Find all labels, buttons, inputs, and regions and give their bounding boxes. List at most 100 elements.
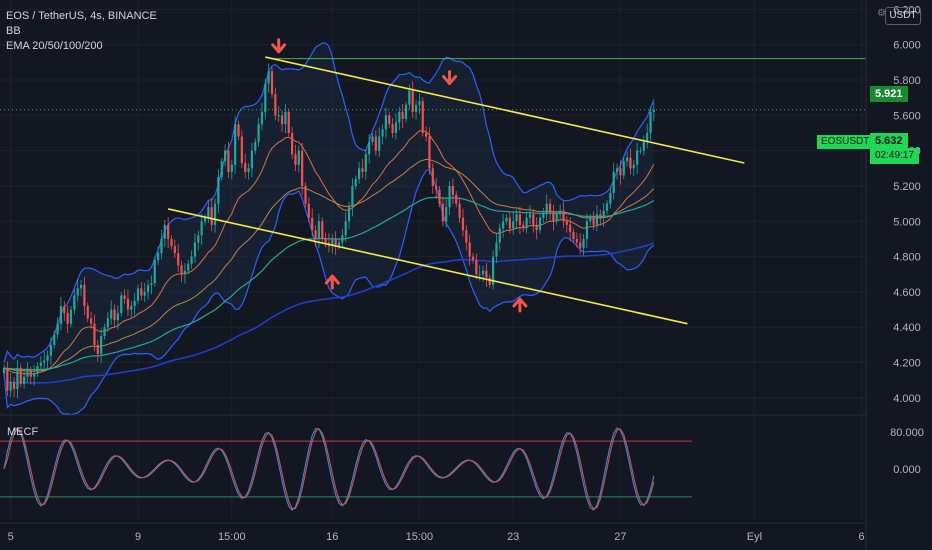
channel-lower-line [167, 208, 688, 325]
candle-body [592, 217, 595, 225]
candle-countdown: 02:49:17 [870, 148, 919, 164]
current-price-tag: 5.632 [870, 133, 908, 149]
candle-body [66, 313, 69, 324]
candle-body [250, 150, 253, 169]
candle-body [381, 129, 384, 137]
candle-body [441, 203, 444, 222]
candle-body [425, 133, 428, 137]
settings-icon[interactable]: ⚙ [877, 8, 886, 19]
candles [2, 63, 655, 399]
candle-body [565, 221, 568, 225]
candle-body [515, 214, 518, 222]
candle-body [59, 306, 63, 324]
candle-body [244, 163, 247, 172]
candle-body [461, 217, 465, 231]
candle-body [304, 185, 307, 204]
candle-body [39, 362, 42, 367]
candle-body [247, 168, 250, 172]
candle-body [83, 284, 86, 307]
candle-body [538, 217, 542, 231]
bb-lower-band [3, 168, 655, 416]
arrow-up [512, 297, 528, 313]
candle-body [63, 306, 66, 314]
candle-body [512, 221, 515, 229]
candle-body [93, 323, 96, 345]
candle-body [331, 238, 334, 247]
candle-body [505, 217, 508, 222]
candle-body [150, 283, 153, 285]
bb-indicator-label[interactable]: BB [6, 25, 21, 37]
candle-body [126, 298, 130, 310]
candle-body [264, 83, 267, 112]
candle-body [485, 270, 488, 278]
candle-body [73, 295, 76, 310]
candle-body [575, 238, 578, 243]
price-tick-label: 5.000 [893, 216, 921, 228]
candle-body [368, 141, 371, 155]
candle-body [337, 242, 341, 247]
ema-indicator-label[interactable]: EMA 20/50/100/200 [6, 40, 103, 52]
candle-body [157, 253, 160, 261]
time-tick-label: 15:00 [218, 531, 246, 543]
candle-body [120, 295, 123, 314]
candle-body [123, 295, 126, 299]
candle-body [347, 207, 351, 222]
candle-body [384, 115, 387, 130]
candle-body [471, 256, 475, 261]
candle-body [267, 71, 270, 84]
candle-body [435, 185, 438, 190]
candle-body [448, 185, 451, 208]
candle-body [414, 104, 418, 112]
candle-body [388, 115, 391, 125]
candle-body [227, 150, 230, 172]
candle-body [599, 214, 602, 218]
candle-body [522, 224, 525, 229]
candle-body [495, 242, 498, 257]
symbol-title[interactable]: EOS / TetherUS, 4s, BINANCE [6, 10, 157, 22]
candle-body [605, 203, 609, 211]
candle-body [12, 381, 16, 390]
candle-body [421, 101, 424, 134]
candle-body [220, 161, 223, 178]
symbol-price-tag: EOSUSDT [817, 135, 874, 149]
candle-body [274, 94, 277, 116]
candle-body [200, 221, 203, 236]
candle-body [579, 242, 582, 248]
candle-body [542, 214, 545, 218]
candle-body [492, 256, 495, 285]
candle-body [572, 231, 575, 239]
candle-body [301, 150, 304, 186]
candle-body [595, 214, 599, 225]
candle-body [559, 210, 562, 215]
candle-body [609, 193, 612, 204]
currency-selector[interactable]: USDT [885, 7, 921, 25]
candle-body [36, 366, 39, 374]
candle-body [16, 367, 19, 390]
candle-body [354, 178, 357, 186]
candle-body [153, 260, 156, 284]
candle-body [187, 263, 190, 271]
candle-body [562, 210, 565, 222]
candle-body [431, 168, 434, 186]
candle-body [160, 238, 163, 254]
candle-body [190, 256, 193, 264]
candle-body [110, 309, 113, 319]
candle-body [602, 210, 605, 218]
candle-body [280, 115, 284, 125]
candle-body [234, 124, 237, 165]
candle-body [552, 212, 555, 222]
candle-body [217, 177, 220, 204]
candle-body [585, 221, 588, 239]
grid [0, 0, 866, 520]
candle-body [445, 207, 448, 222]
mecf-indicator-label[interactable]: MECF [7, 426, 39, 438]
candle-body [193, 242, 197, 257]
candle-body [545, 203, 548, 215]
arrow-up [324, 274, 340, 290]
candle-body [358, 168, 361, 179]
candle-body [344, 221, 347, 236]
candle-body [103, 327, 106, 337]
candle-body [321, 221, 324, 239]
candle-body [311, 217, 314, 231]
